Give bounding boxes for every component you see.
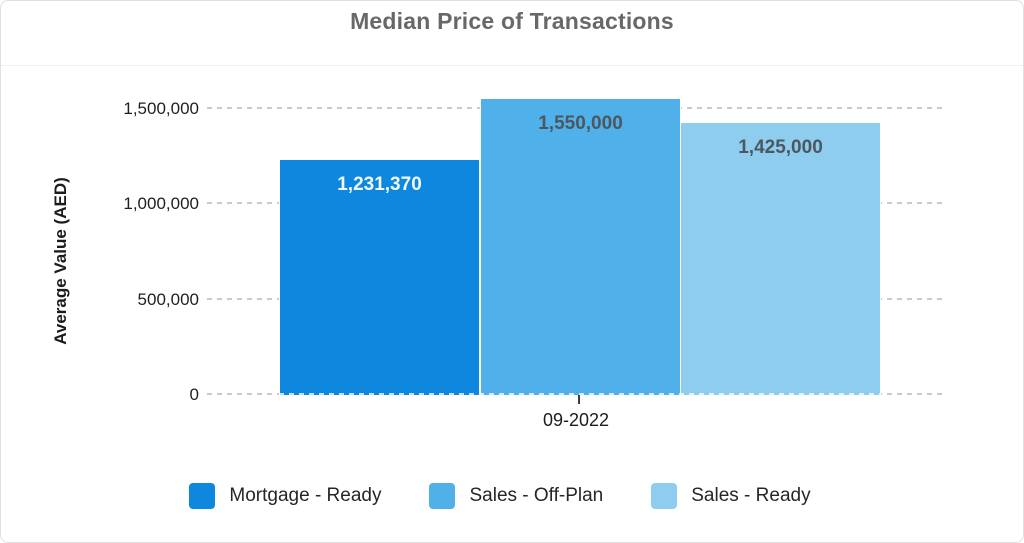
- legend-swatch-sales-off-plan: [429, 483, 456, 509]
- legend: Mortgage - Ready Sales - Off-Plan Sales …: [1, 483, 1023, 509]
- y-axis: 0 500,000 1,000,000 1,500,000: [81, 87, 199, 404]
- baseline-dashed-overlay: [279, 393, 881, 395]
- bar-sales-ready[interactable]: 1,425,000: [680, 123, 881, 395]
- y-tick-label-1500000: 1,500,000: [123, 99, 199, 118]
- legend-item-mortgage-ready[interactable]: Mortgage - Ready: [189, 483, 381, 509]
- y-axis-title: Average Value (AED): [51, 177, 70, 345]
- legend-label-sales-ready: Sales - Ready: [691, 485, 811, 506]
- y-tick-label-500000: 500,000: [137, 289, 199, 309]
- legend-label-mortgage-ready: Mortgage - Ready: [229, 485, 382, 506]
- chart-header: Median Price of Transactions: [1, 1, 1023, 66]
- legend-item-sales-off-plan[interactable]: Sales - Off-Plan: [429, 483, 603, 509]
- y-tick-label-0: 0: [189, 385, 199, 404]
- y-tick-label-1000000: 1,000,000: [123, 194, 199, 214]
- legend-label-sales-off-plan: Sales - Off-Plan: [469, 485, 604, 506]
- chart-body: Average Value (AED) 0 500,000 1,000,000 …: [1, 67, 1023, 542]
- bar-mortgage-ready[interactable]: 1,231,370: [279, 160, 480, 395]
- bar-value-label-mortgage-ready: 1,231,370: [337, 174, 422, 195]
- bar-value-label-sales-ready: 1,425,000: [738, 137, 823, 158]
- legend-swatch-mortgage-ready: [189, 483, 216, 509]
- x-axis-category-label: 09-2022: [542, 410, 610, 430]
- chart-title: Median Price of Transactions: [350, 8, 674, 34]
- bar-value-label-sales-off-plan: 1,550,000: [538, 113, 623, 134]
- plot-area: 1,231,370 1,550,000 1,425,000: [207, 87, 945, 404]
- legend-item-sales-ready[interactable]: Sales - Ready: [651, 483, 811, 509]
- bar-sales-off-plan[interactable]: 1,550,000: [480, 99, 681, 395]
- x-axis-tick-mark: [578, 395, 580, 404]
- legend-swatch-sales-ready: [651, 483, 678, 509]
